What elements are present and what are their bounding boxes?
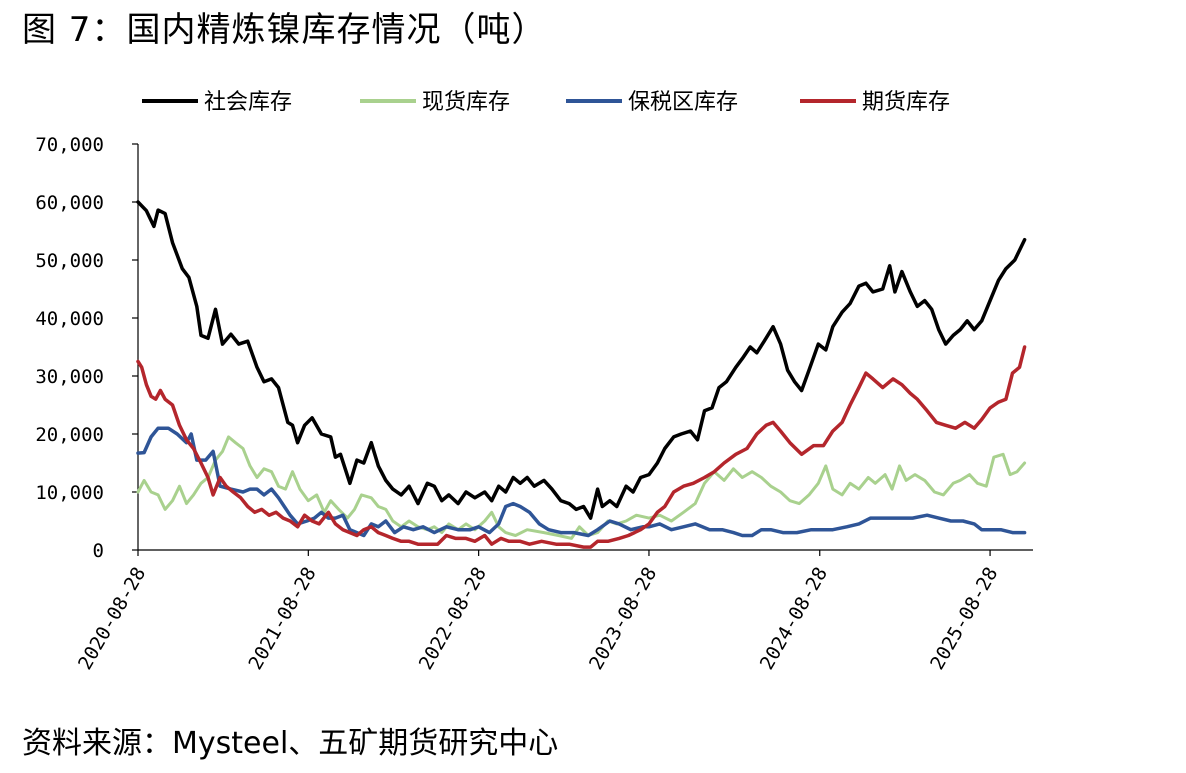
legend-label: 现货库存 [422, 90, 510, 115]
y-tick-label: 0 [93, 540, 104, 562]
y-tick-label: 10,000 [35, 482, 104, 504]
x-tick-label: 2022-08-28 [415, 564, 491, 674]
series-line-1 [136, 200, 1027, 520]
chart-title: 图 7：国内精炼镍库存情况（吨） [22, 10, 547, 50]
legend-label: 社会库存 [204, 90, 292, 115]
legend: 社会库存 现货库存 保税区库存 期货库存 [142, 90, 950, 115]
source-note: 资料来源：Mysteel、五矿期货研究中心 [22, 726, 559, 761]
series-line-2 [136, 435, 1027, 540]
legend-label: 期货库存 [862, 90, 950, 115]
x-tick-label: 2025-08-28 [926, 564, 1002, 674]
y-tick-label: 20,000 [35, 424, 104, 446]
x-tick-label: 2020-08-28 [74, 564, 150, 674]
y-tick-label: 40,000 [35, 308, 104, 330]
x-tick-label: 2024-08-28 [756, 564, 832, 674]
legend-label: 保税区库存 [628, 90, 738, 115]
y-tick-label: 60,000 [35, 192, 104, 214]
series-line-3 [136, 426, 1027, 538]
y-axis: 0 10,000 20,000 30,000 40,000 50,000 60,000 70,… [35, 134, 139, 562]
x-tick-label: 2021-08-28 [244, 564, 320, 674]
series-lines [136, 200, 1027, 549]
series-line-4 [136, 345, 1027, 549]
y-tick-label: 30,000 [35, 366, 104, 388]
y-tick-label: 70,000 [35, 134, 104, 156]
y-tick-label: 50,000 [35, 250, 104, 272]
x-axis: 2020-08-28 2021-08-28 2022-08-28 2023-08-28… [74, 549, 1033, 674]
x-tick-label: 2023-08-28 [585, 564, 661, 674]
